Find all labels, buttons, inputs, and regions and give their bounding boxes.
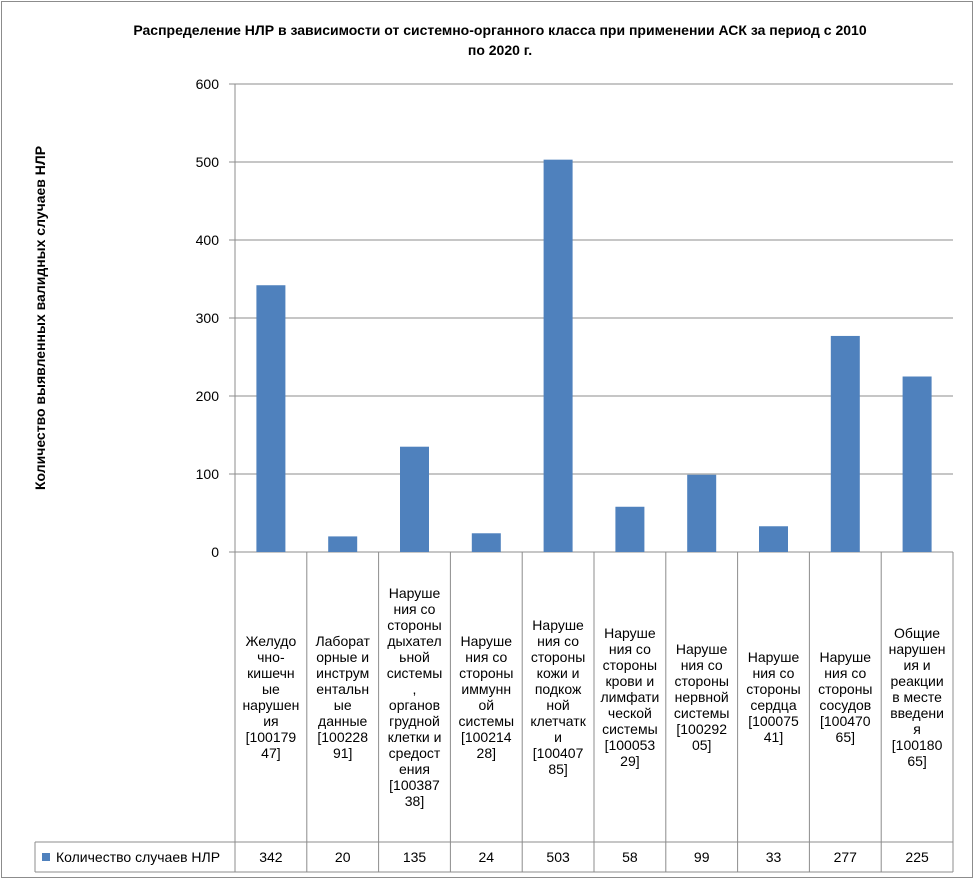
legend-swatch	[42, 853, 50, 861]
y-tick-label: 600	[196, 76, 220, 92]
table-value-8: 33	[766, 849, 782, 865]
chart-title-line-1: Распределение НЛР в зависимости от систе…	[133, 22, 867, 38]
category-label-3: Наруше ния со стороны дыхател ьной систе…	[386, 585, 443, 809]
category-label-4: Наруше ния со стороны иммунн ой системы …	[458, 633, 515, 761]
bar-1	[256, 285, 286, 552]
category-label-8: Наруше ния со стороны сердца [100075 41]	[746, 649, 801, 745]
category-label-text: Наруше ния со стороны кожи и подкож ной …	[530, 617, 586, 777]
y-tick-label: 400	[196, 232, 220, 248]
bar-8	[759, 526, 788, 552]
bar-2	[328, 536, 358, 552]
bar-9	[830, 335, 860, 552]
category-label-text: Наруше ния со стороны сердца [100075 41]	[746, 649, 801, 745]
chart-title-line-2: по 2020 г.	[467, 42, 533, 58]
bar-3	[400, 446, 429, 552]
y-tick-label: 300	[196, 310, 220, 326]
category-label-6: Наруше ния со стороны крови и лимфати че…	[600, 625, 660, 769]
category-label-9: Наруше ния со стороны сосудов [100470 65…	[818, 649, 873, 745]
category-label-text: Желудо чно- кишечн ые нарушен ия [100179…	[242, 633, 300, 761]
table-value-10: 225	[905, 849, 929, 865]
table-value-4: 24	[479, 849, 495, 865]
table-value-9: 277	[834, 849, 858, 865]
category-label-2: Лаборат орные и инструм ентальн ые данны…	[315, 633, 370, 761]
table-value-7: 99	[694, 849, 710, 865]
table-value-5: 503	[546, 849, 570, 865]
category-label-1: Желудо чно- кишечн ые нарушен ия [100179…	[242, 633, 300, 761]
bar-10	[902, 376, 932, 552]
legend-label: Количество случаев НЛР	[56, 849, 220, 865]
category-label-text: Наруше ния со стороны нервной системы [1…	[673, 641, 730, 753]
category-label-text: Общие нарушен ия и реакции в месте введе…	[888, 625, 946, 769]
bar-4	[471, 533, 501, 552]
chart-title: Распределение НЛР в зависимости от систе…	[60, 20, 940, 60]
bar-7	[687, 474, 717, 552]
category-label-10: Общие нарушен ия и реакции в месте введе…	[888, 625, 946, 769]
y-tick-label: 200	[196, 388, 220, 404]
y-tick-label: 100	[196, 466, 220, 482]
table-value-6: 58	[622, 849, 638, 865]
category-label-7: Наруше ния со стороны нервной системы [1…	[673, 641, 730, 753]
bar-6	[615, 506, 645, 552]
category-label-text: Наруше ния со стороны иммунн ой системы …	[458, 633, 515, 761]
table-value-1: 342	[259, 849, 283, 865]
category-label-5: Наруше ния со стороны кожи и подкож ной …	[530, 617, 586, 777]
y-tick-label: 0	[211, 544, 219, 560]
table-value-2: 20	[335, 849, 351, 865]
y-tick-label: 500	[196, 154, 220, 170]
category-label-text: Наруше ния со стороны сосудов [100470 65…	[818, 649, 873, 745]
bar-5	[543, 159, 573, 552]
category-label-text: Наруше ния со стороны крови и лимфати че…	[600, 625, 660, 769]
table-value-3: 135	[403, 849, 427, 865]
category-label-text: Наруше ния со стороны дыхател ьной систе…	[386, 585, 443, 809]
category-label-text: Лаборат орные и инструм ентальн ые данны…	[315, 633, 370, 761]
